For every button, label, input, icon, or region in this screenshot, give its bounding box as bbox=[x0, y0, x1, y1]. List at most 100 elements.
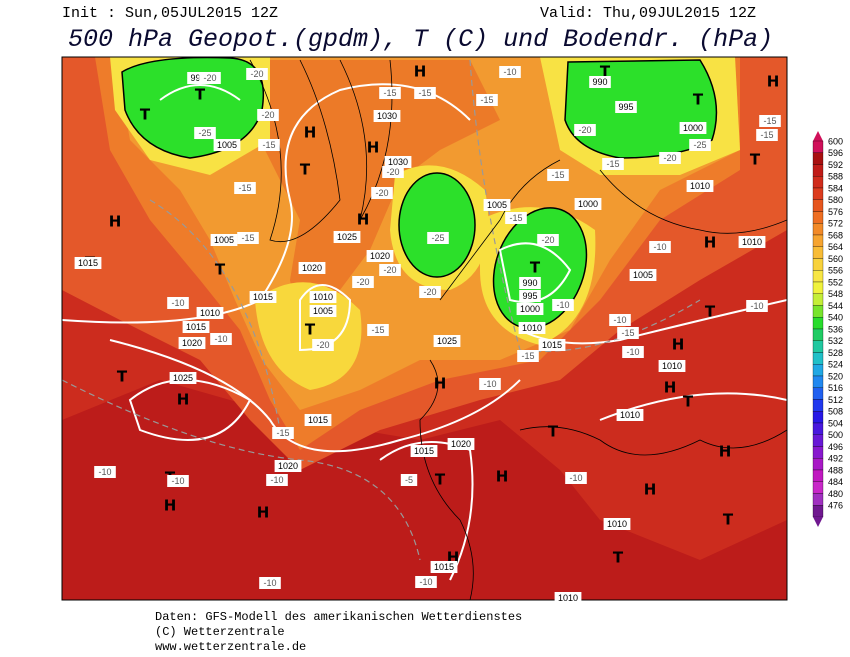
legend-swatch bbox=[812, 281, 824, 294]
temperature-label-box bbox=[609, 314, 631, 326]
temperature-label-box bbox=[659, 152, 681, 164]
legend-label: 596 bbox=[828, 148, 843, 158]
legend-label: 480 bbox=[828, 489, 843, 499]
temperature-label: -15 bbox=[509, 213, 522, 223]
isobar-label: 1010 bbox=[662, 361, 682, 371]
isobar-label: 1015 bbox=[434, 562, 454, 572]
pressure-center: H bbox=[434, 375, 447, 393]
legend-label: 580 bbox=[828, 195, 843, 205]
temperature-label-box bbox=[379, 87, 401, 99]
temperature-label: -20 bbox=[383, 265, 396, 275]
pressure-center: H bbox=[357, 211, 370, 229]
pressure-center: T bbox=[548, 423, 559, 441]
legend-label: 508 bbox=[828, 407, 843, 417]
isobar-label-box bbox=[686, 180, 714, 192]
isobar-label: 1005 bbox=[214, 235, 234, 245]
temperature-label-box bbox=[382, 166, 404, 178]
legend-swatch bbox=[812, 305, 824, 318]
temperature-label: -10 bbox=[503, 67, 516, 77]
isobar-label: 995 bbox=[522, 291, 537, 301]
temperature-label-box bbox=[499, 66, 521, 78]
isobar-label: 1020 bbox=[182, 338, 202, 348]
isobar-label-box bbox=[74, 257, 102, 269]
temperature-label-box bbox=[617, 327, 639, 339]
temperature-label-box bbox=[689, 139, 711, 151]
legend-swatch bbox=[812, 293, 824, 306]
isobar-label: 1015 bbox=[78, 258, 98, 268]
temperature-label-box bbox=[419, 286, 441, 298]
temperature-label-box bbox=[246, 68, 268, 80]
isobar-label-box bbox=[274, 460, 302, 472]
legend-swatch bbox=[812, 411, 824, 424]
legend-label: 568 bbox=[828, 230, 843, 240]
pressure-center: T bbox=[750, 151, 761, 169]
init-time: Init : Sun,05JUL2015 12Z bbox=[62, 5, 278, 22]
isobar-label: 1020 bbox=[451, 439, 471, 449]
isobar-label-box bbox=[373, 110, 401, 122]
temperature-label: -20 bbox=[203, 73, 216, 83]
temperature-label: -15 bbox=[371, 325, 384, 335]
temperature-label-box bbox=[552, 299, 574, 311]
legend-label: 544 bbox=[828, 301, 843, 311]
temperature-label: -15 bbox=[480, 95, 493, 105]
temperature-label: -15 bbox=[621, 328, 634, 338]
pressure-center: H bbox=[719, 443, 732, 461]
legend-swatch bbox=[812, 493, 824, 506]
temperature-label-box bbox=[371, 187, 393, 199]
pressure-center: T bbox=[215, 261, 226, 279]
temperature-label: -10 bbox=[171, 298, 184, 308]
isobar-label-box bbox=[433, 335, 461, 347]
temperature-label: -20 bbox=[386, 167, 399, 177]
isobar-label-box bbox=[366, 250, 394, 262]
isobar-label-box bbox=[518, 322, 546, 334]
pressure-center: T bbox=[613, 549, 624, 567]
temperature-label-box bbox=[602, 158, 624, 170]
footer-line: (C) Wetterzentrale bbox=[155, 625, 285, 639]
temperature-label: -10 bbox=[270, 475, 283, 485]
legend-label: 500 bbox=[828, 430, 843, 440]
temperature-label-box bbox=[756, 129, 778, 141]
isobar-label: 1025 bbox=[437, 336, 457, 346]
isobar-label-box bbox=[554, 592, 582, 604]
isobar-label: 1000 bbox=[520, 304, 540, 314]
legend-label: 504 bbox=[828, 418, 843, 428]
isobar-label-box bbox=[574, 198, 602, 210]
temperature-label: -10 bbox=[98, 467, 111, 477]
temperature-label: -25 bbox=[431, 233, 444, 243]
legend-swatch bbox=[812, 270, 824, 283]
isobar-label: 1015 bbox=[414, 446, 434, 456]
pressure-center: T bbox=[693, 91, 704, 109]
legend-label: 476 bbox=[828, 501, 843, 511]
temperature-label-box bbox=[257, 109, 279, 121]
isobar-label-box bbox=[178, 337, 206, 349]
pressure-center: H bbox=[257, 504, 270, 522]
isobar-label: 1015 bbox=[542, 340, 562, 350]
isobar-label: 1025 bbox=[337, 232, 357, 242]
legend-swatch bbox=[812, 176, 824, 189]
temperature-label-box bbox=[517, 350, 539, 362]
temperature-label: -10 bbox=[483, 379, 496, 389]
legend-label: 592 bbox=[828, 160, 843, 170]
temperature-label-box bbox=[266, 474, 288, 486]
isobar-label-box bbox=[210, 234, 238, 246]
isobar-label-box bbox=[616, 409, 644, 421]
isobar-label: 1005 bbox=[633, 270, 653, 280]
temperature-label-box bbox=[414, 87, 436, 99]
isobar-label: 1010 bbox=[620, 410, 640, 420]
isobar-label-box bbox=[679, 122, 707, 134]
legend-label: 588 bbox=[828, 172, 843, 182]
isobar-label: 1010 bbox=[313, 292, 333, 302]
isobar-label-box bbox=[309, 291, 337, 303]
isobar-label: 1000 bbox=[578, 199, 598, 209]
legend-label: 556 bbox=[828, 266, 843, 276]
legend-label: 520 bbox=[828, 371, 843, 381]
temperature-label-box bbox=[194, 127, 216, 139]
temperature-label-box bbox=[479, 378, 501, 390]
pressure-center: T bbox=[140, 106, 151, 124]
isobar-label-box bbox=[309, 305, 337, 317]
pressure-center: H bbox=[414, 63, 427, 81]
legend-swatch bbox=[812, 199, 824, 212]
temperature-label: -20 bbox=[250, 69, 263, 79]
temperature-label-box bbox=[237, 232, 259, 244]
